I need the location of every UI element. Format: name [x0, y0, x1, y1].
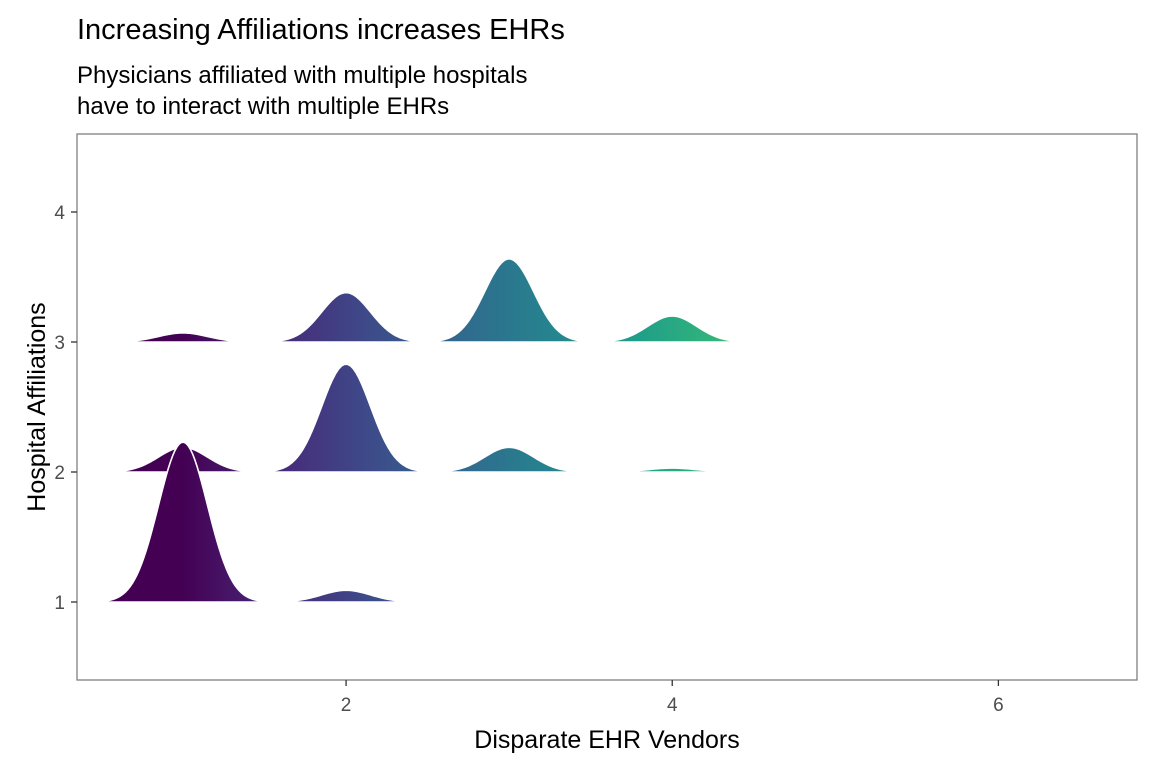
- y-axis-title: Hospital Affiliations: [23, 302, 51, 511]
- x-tick-label-2: 2: [341, 695, 352, 716]
- ridge-1: [100, 441, 1057, 603]
- y-tick-label-1: 1: [54, 593, 65, 614]
- ridges-layer: [100, 258, 1057, 603]
- y-tick-label-3: 3: [54, 333, 65, 354]
- ridge-2: [100, 363, 894, 473]
- x-axis: 2 4 6: [341, 680, 1004, 716]
- ridge-2-density-2: [777, 470, 894, 473]
- ridge-3: [108, 258, 755, 343]
- y-axis: 1 2 3 4: [54, 203, 77, 614]
- x-tick-label-4: 4: [667, 695, 678, 716]
- y-tick-label-2: 2: [54, 463, 65, 484]
- ridge-3-density-1: [108, 258, 755, 343]
- chart-title: Increasing Affiliations increases EHRs: [77, 14, 565, 46]
- y-tick-label-4: 4: [54, 203, 65, 224]
- ridge-1-density-1: [100, 441, 592, 603]
- ridge-2-density-1: [100, 363, 747, 473]
- chart-subtitle: Physicians affiliated with multiple hosp…: [77, 62, 528, 120]
- x-axis-title: Disparate EHR Vendors: [474, 726, 739, 754]
- panel-border: [76, 133, 1138, 681]
- x-tick-label-6: 6: [993, 695, 1004, 716]
